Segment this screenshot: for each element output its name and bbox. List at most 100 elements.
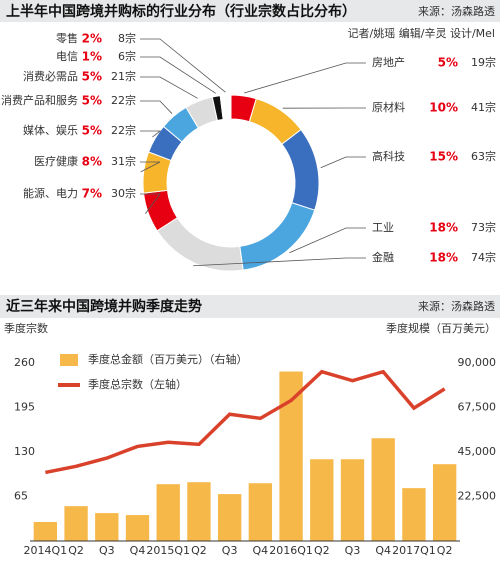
leader-line: [140, 76, 198, 99]
category-label: 消费必需品: [23, 69, 78, 83]
legend-swatch: [60, 354, 78, 366]
x-tick-label: 2017Q1: [392, 544, 436, 557]
count-label: 74宗: [471, 250, 496, 264]
line: [45, 369, 446, 475]
x-tick-label: Q2: [314, 544, 330, 557]
header-band: [0, 295, 500, 318]
count-label: 22宗: [111, 93, 136, 107]
bar: [95, 513, 119, 541]
y-tick-label: 130: [14, 445, 35, 458]
x-tick-label: Q3: [345, 544, 361, 557]
leader-line: [140, 130, 162, 138]
x-tick-label: Q2: [437, 544, 453, 557]
y2-tick-label: 67,500: [458, 400, 497, 413]
leader-line: [140, 161, 161, 173]
leader-line: [289, 227, 366, 254]
leader-line: [140, 56, 216, 94]
category-label: 工业: [372, 221, 394, 234]
y-tick-label: 65: [14, 489, 28, 502]
percent-label: 5%: [82, 70, 102, 84]
header-band: [0, 0, 500, 22]
leader-line: [320, 156, 366, 169]
donut-segment: [156, 217, 244, 272]
count-label: 63宗: [471, 149, 496, 163]
x-tick-label: 2015Q1: [146, 544, 190, 557]
x-tick-label: Q3: [99, 544, 115, 557]
bar: [402, 488, 426, 541]
percent-label: 5%: [82, 124, 102, 138]
legend-label: 季度总金额（百万美元）（右轴）: [88, 352, 248, 366]
percent-label: 2%: [82, 32, 102, 46]
title: 上半年中国跨境并购标的行业分布（行业宗数占比分布）: [6, 3, 356, 20]
bar: [33, 521, 58, 541]
bar: [125, 515, 150, 541]
y2-tick-label: 45,000: [458, 445, 497, 458]
leader-line: [193, 257, 366, 267]
percent-label: 5%: [82, 94, 102, 108]
percent-label: 15%: [429, 150, 458, 164]
category-label: 消费产品和服务: [1, 93, 78, 107]
percent-label: 7%: [82, 187, 102, 201]
percent-label: 18%: [429, 251, 458, 265]
bar: [432, 464, 457, 541]
leader-line: [140, 193, 161, 214]
bar: [217, 494, 242, 541]
count-label: 8宗: [118, 31, 136, 45]
percent-label: 18%: [429, 221, 458, 235]
category-label: 媒体、娱乐: [23, 123, 78, 137]
x-tick-label: Q4: [130, 544, 146, 557]
category-label: 高科技: [372, 149, 405, 163]
x-tick-label: Q4: [375, 544, 391, 557]
bar: [310, 459, 334, 541]
category-label: 原材料: [372, 100, 405, 114]
count-label: 19宗: [471, 55, 496, 69]
percent-label: 5%: [438, 56, 458, 70]
legend-label: 季度总宗数（左轴）: [88, 377, 187, 391]
category-label: 能源、电力: [23, 186, 78, 200]
y2-axis-label: 季度规模（百万美元）: [386, 321, 496, 335]
x-tick-label: Q2: [191, 544, 207, 557]
title: 近三年来中国跨境并购季度走势: [6, 298, 202, 315]
bar: [371, 438, 395, 541]
credits: 记者/姚瑶 编辑/辛灵 设计/Mel: [348, 26, 495, 40]
category-label: 医疗健康: [34, 154, 78, 168]
bar: [187, 482, 211, 541]
bar: [248, 483, 273, 541]
source: 来源：汤森路透: [418, 299, 495, 313]
bar: [156, 484, 180, 541]
source: 来源：汤森路透: [418, 4, 495, 18]
bar: [64, 506, 88, 541]
x-tick-label: Q4: [253, 544, 269, 557]
bar: [279, 371, 303, 541]
leader-line: [140, 100, 173, 114]
y2-tick-label: 90,000: [458, 356, 497, 369]
y-axis-label: 季度宗数: [4, 321, 48, 335]
category-label: 零售: [56, 31, 78, 45]
leader-line: [140, 38, 226, 93]
x-tick-label: Q2: [68, 544, 84, 557]
percent-label: 10%: [429, 101, 458, 115]
count-label: 73宗: [471, 220, 496, 234]
category-label: 金融: [372, 250, 394, 264]
x-tick-label: 2014Q1: [24, 544, 68, 557]
leader-line: [244, 62, 366, 94]
percent-label: 8%: [82, 155, 102, 169]
percent-label: 1%: [82, 50, 102, 64]
y-tick-label: 260: [14, 356, 35, 369]
count-label: 30宗: [111, 186, 136, 200]
count-label: 22宗: [111, 123, 136, 137]
y2-tick-label: 22,500: [458, 489, 497, 502]
count-label: 31宗: [111, 154, 136, 168]
x-tick-label: 2016Q1: [269, 544, 313, 557]
y-tick-label: 195: [14, 400, 35, 413]
bar: [340, 459, 365, 541]
x-tick-label: Q3: [222, 544, 238, 557]
count-label: 6宗: [118, 49, 136, 63]
count-label: 41宗: [471, 100, 496, 114]
category-label: 电信: [56, 50, 78, 63]
donut-segment: [219, 94, 232, 121]
donut-segment: [281, 128, 320, 211]
category-label: 房地产: [372, 55, 405, 69]
count-label: 21宗: [111, 69, 136, 83]
